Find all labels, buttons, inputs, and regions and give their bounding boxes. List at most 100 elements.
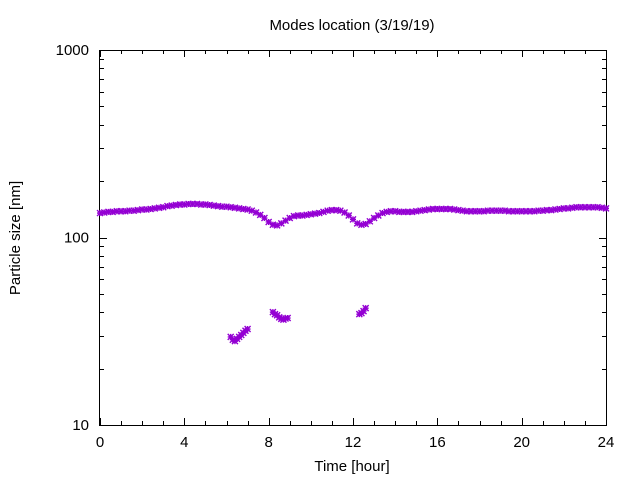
data-point (332, 206, 340, 214)
x-tick-label: 12 (345, 434, 362, 451)
data-point (581, 203, 589, 211)
data-point (244, 206, 252, 214)
x-tick-label: 8 (264, 434, 272, 451)
data-point (147, 205, 155, 213)
data-point (594, 203, 602, 211)
y-tick-label: 10 (72, 417, 89, 434)
data-point (379, 209, 387, 217)
data-point (488, 207, 496, 215)
x-tick-label: 0 (96, 434, 104, 451)
data-point (303, 211, 311, 219)
data-point (286, 214, 294, 222)
data-point (130, 207, 138, 215)
data-point (572, 203, 580, 211)
data-point (294, 212, 302, 220)
data-point (446, 205, 454, 213)
data-point (256, 211, 264, 219)
data-point (391, 207, 399, 215)
data-point (168, 202, 176, 210)
data-point (353, 219, 361, 227)
data-point (387, 207, 395, 215)
data-point (429, 205, 437, 213)
data-point (290, 212, 298, 220)
data-point (307, 210, 315, 218)
data-point (357, 221, 365, 229)
data-point (492, 207, 500, 215)
data-point (109, 208, 117, 216)
data-point (206, 201, 214, 209)
data-point (193, 200, 201, 208)
data-point (400, 208, 408, 216)
data-point (223, 203, 230, 211)
data-point (265, 218, 273, 226)
data-point (556, 205, 564, 213)
data-point (585, 203, 593, 211)
data-point (370, 214, 378, 222)
data-point (395, 208, 403, 216)
data-point (244, 325, 252, 333)
data-point (480, 207, 488, 215)
data-point (530, 207, 538, 215)
data-point (163, 202, 171, 210)
data-point (433, 205, 441, 213)
data-point (522, 207, 530, 215)
data-point (210, 202, 218, 210)
data-point (543, 206, 551, 214)
data-point (362, 220, 370, 228)
data-point (484, 207, 492, 215)
data-point (425, 206, 433, 214)
y-axis-label: Particle size [nm] (7, 181, 24, 295)
data-point (159, 203, 167, 211)
x-tick-label: 16 (429, 434, 446, 451)
data-point (260, 214, 268, 222)
data-point (117, 207, 125, 215)
data-point (218, 203, 226, 211)
data-point (463, 207, 471, 215)
data-point (138, 206, 146, 214)
data-point (505, 207, 513, 215)
data-point (239, 205, 247, 213)
data-point (374, 212, 382, 220)
data-point (315, 209, 323, 217)
data-point (172, 201, 180, 209)
data-point (100, 208, 108, 216)
data-point (252, 208, 260, 216)
data-point (535, 207, 543, 215)
data-point (459, 207, 467, 215)
data-point (279, 316, 287, 324)
data-point (298, 212, 306, 220)
data-point (197, 200, 205, 208)
data-point (121, 207, 129, 215)
data-point (551, 206, 559, 214)
data-point (539, 207, 547, 215)
data-point (349, 215, 357, 223)
data-point (176, 200, 184, 208)
data-point (454, 206, 462, 214)
data-point (416, 207, 424, 215)
x-tick-label: 4 (180, 434, 188, 451)
data-point (113, 207, 121, 215)
data-point (513, 207, 521, 215)
data-point (189, 200, 197, 208)
plot-frame (99, 50, 607, 426)
data-points (96, 200, 610, 345)
x-tick-label: 20 (513, 434, 530, 451)
data-point (564, 204, 572, 212)
data-point (235, 204, 243, 212)
data-point (467, 207, 475, 215)
x-axis-label: Time [hour] (314, 458, 389, 475)
data-point (509, 207, 517, 215)
data-point (501, 207, 509, 215)
data-point (497, 207, 505, 215)
data-point (201, 200, 209, 208)
data-point (602, 204, 610, 212)
data-point (142, 206, 150, 214)
y-tick-labels: 10 100 1000 (56, 42, 89, 434)
y-tick-label: 100 (64, 230, 89, 247)
data-point (442, 205, 450, 213)
x-tick-label: 24 (598, 434, 615, 451)
data-point (231, 204, 239, 212)
data-point (319, 208, 327, 216)
data-point (151, 204, 159, 212)
